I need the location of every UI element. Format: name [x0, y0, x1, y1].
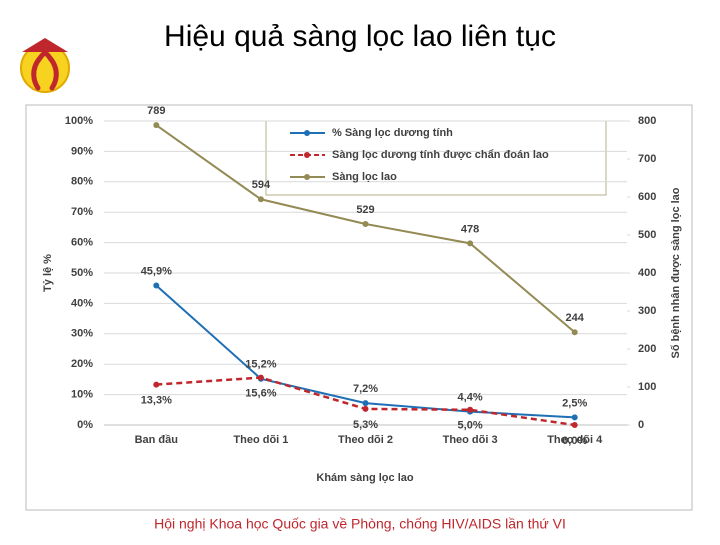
y-tick-label: 70% [71, 206, 93, 218]
y2-tick-label: 600 [638, 191, 656, 203]
data-label: 594 [252, 179, 271, 191]
y-axis-title: Tỷ lệ % [42, 254, 54, 292]
x-tick-label: Theo dõi 3 [443, 434, 498, 446]
y2-tick-label: 300 [638, 305, 656, 317]
y2-tick-label: 800 [638, 115, 656, 127]
y-tick-label: 30% [71, 328, 93, 340]
point [153, 282, 160, 289]
legend-label: % Sàng lọc dương tính [332, 127, 453, 139]
x-tick-label: Theo dõi 1 [233, 434, 288, 446]
data-label: 5,3% [353, 419, 378, 431]
data-label: 2,5% [562, 397, 587, 409]
point [153, 122, 160, 129]
legend-label: Sàng lọc dương tính được chẩn đoán lao [332, 149, 549, 161]
data-label: 478 [461, 223, 479, 235]
legend-marker [304, 152, 310, 158]
point [467, 406, 474, 413]
logo [20, 38, 70, 93]
y2-tick-label: 100 [638, 381, 656, 393]
y-tick-label: 40% [71, 297, 93, 309]
x-tick-label: Theo dõi 4 [547, 434, 603, 446]
data-label: 789 [147, 105, 165, 117]
data-label: 244 [566, 312, 585, 324]
point [571, 414, 578, 421]
point [362, 405, 369, 412]
data-label: 15,6% [245, 387, 276, 399]
x-tick-label: Ban đầu [135, 434, 178, 446]
data-label: 45,9% [141, 265, 172, 277]
data-label: 15,2% [245, 359, 276, 371]
data-label: 5,0% [458, 420, 483, 432]
y-tick-label: 90% [71, 145, 93, 157]
y2-tick-label: 0 [638, 419, 644, 431]
y-tick-label: 100% [65, 115, 93, 127]
legend-marker [304, 130, 310, 136]
y-tick-label: 50% [71, 267, 93, 279]
point [257, 196, 264, 203]
y2-axis-title: Số bệnh nhân được sàng lọc lao [670, 187, 682, 358]
data-label: 0,0% [562, 435, 587, 447]
x-tick-label: Theo dõi 2 [338, 434, 393, 446]
point [257, 374, 264, 381]
data-label: 4,4% [458, 392, 483, 404]
y2-tick-label: 700 [638, 153, 656, 165]
y2-tick-label: 200 [638, 343, 656, 355]
x-axis-title: Khám sàng lọc lao [316, 472, 413, 484]
y-tick-label: 60% [71, 237, 93, 249]
point [362, 220, 369, 227]
y-tick-label: 20% [71, 358, 93, 370]
point [153, 381, 160, 388]
data-label: 13,3% [141, 394, 172, 406]
legend-marker [304, 174, 310, 180]
point [571, 329, 578, 336]
y2-tick-label: 500 [638, 229, 656, 241]
data-label: 529 [356, 204, 374, 216]
slide-title: Hiệu quả sàng lọc lao liên tục [164, 20, 556, 53]
point [362, 400, 369, 407]
point [467, 240, 474, 247]
legend-label: Sàng lọc lao [332, 171, 397, 183]
y-tick-label: 0% [77, 419, 93, 431]
y-tick-label: 10% [71, 389, 93, 401]
y-tick-label: 80% [71, 176, 93, 188]
footer: Hội nghị Khoa học Quốc gia về Phòng, chố… [154, 516, 566, 532]
point [571, 422, 578, 428]
data-label: 7,2% [353, 383, 378, 395]
y2-tick-label: 400 [638, 267, 656, 279]
